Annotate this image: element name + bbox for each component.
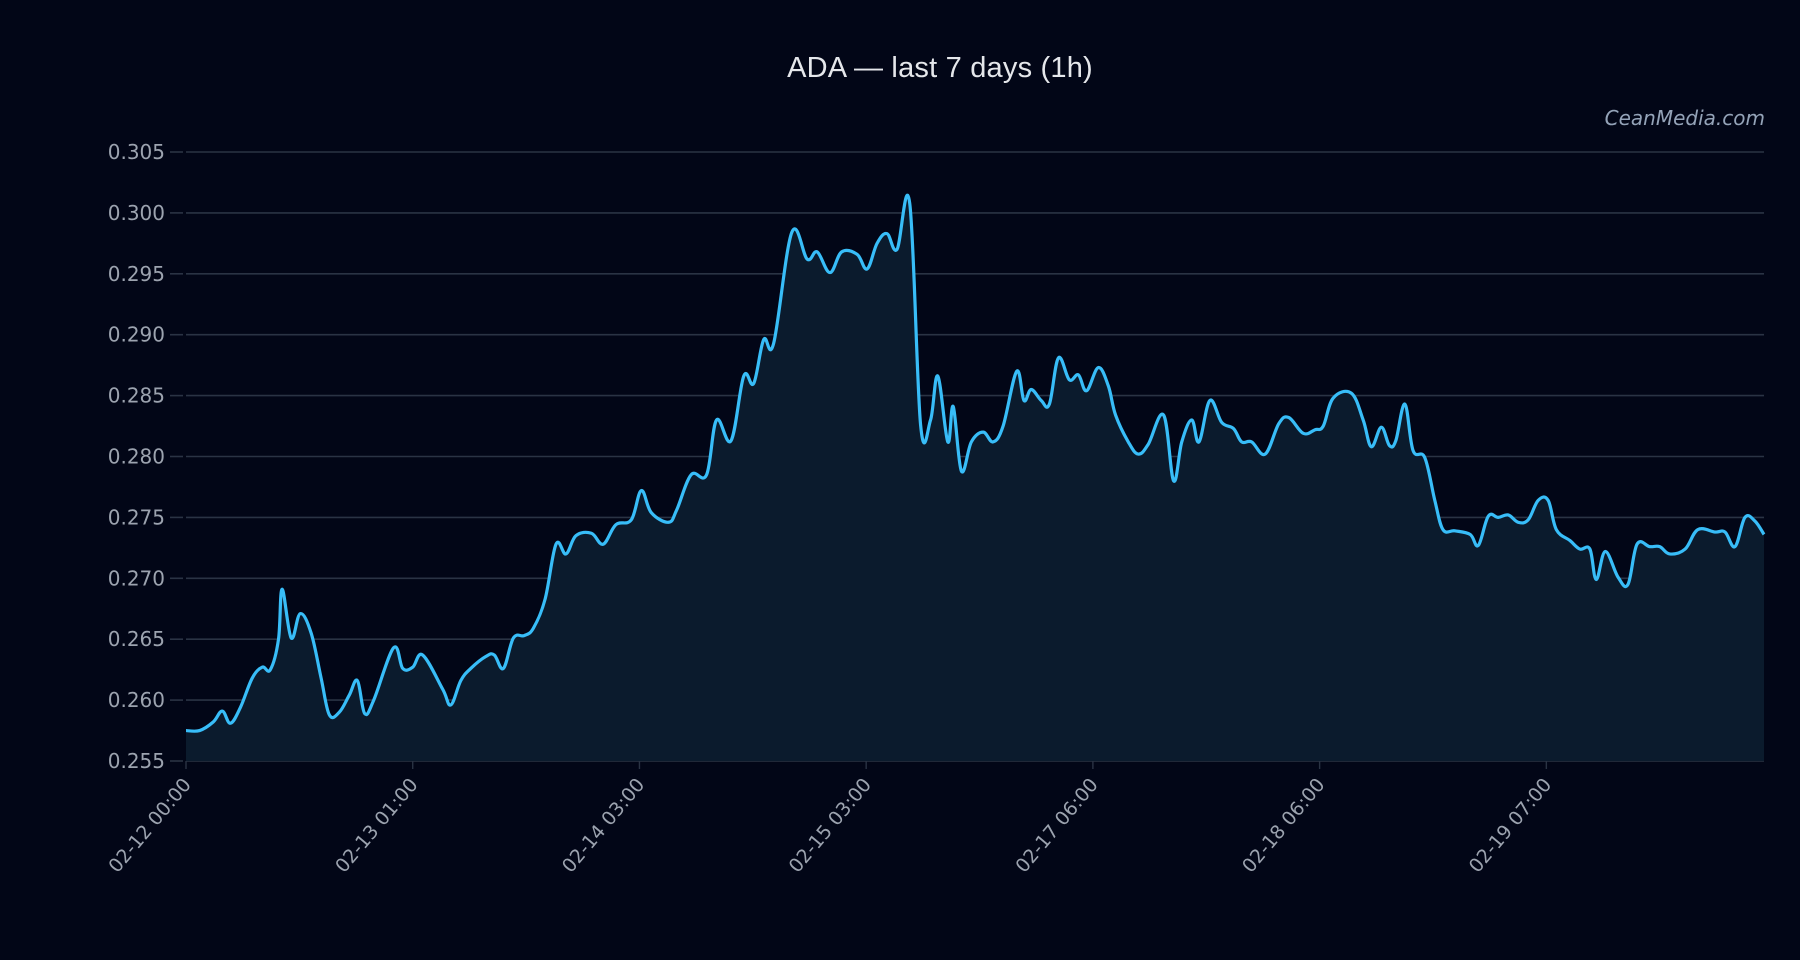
y-tick-label: 0.280 [108, 445, 165, 469]
y-tick-label: 0.300 [108, 201, 165, 225]
y-tick-label: 0.255 [108, 749, 165, 773]
x-tick-label: 02-15 03:00 [785, 774, 876, 877]
y-tick-label: 0.285 [108, 384, 165, 408]
price-area-fill [186, 195, 1764, 762]
y-tick-label: 0.275 [108, 505, 165, 529]
x-tick-label: 02-19 07:00 [1465, 774, 1556, 877]
x-tick-label: 02-18 06:00 [1238, 774, 1329, 877]
x-tick-label: 02-12 00:00 [104, 774, 195, 877]
y-tick-label: 0.305 [108, 140, 165, 164]
x-tick-label: 02-17 06:00 [1011, 774, 1102, 877]
y-tick-label: 0.270 [108, 566, 165, 590]
y-tick-label: 0.290 [108, 323, 165, 347]
y-tick-label: 0.260 [108, 688, 165, 712]
chart-title: ADA — last 7 days (1h) [787, 52, 1093, 84]
x-axis: 02-12 00:00 02-13 01:00 02-14 03:00 02-15 0… [104, 761, 1556, 877]
x-tick-label: 02-13 01:00 [331, 774, 422, 877]
watermark: CeanMedia.com [1604, 106, 1765, 130]
y-tick-label: 0.295 [108, 262, 165, 286]
y-axis: 0.255 0.260 0.265 0.270 0.275 0.280 0.285 0.290… [108, 140, 183, 773]
y-tick-label: 0.265 [108, 627, 165, 651]
x-tick-label: 02-14 03:00 [558, 774, 649, 877]
price-line [185, 193, 1766, 733]
